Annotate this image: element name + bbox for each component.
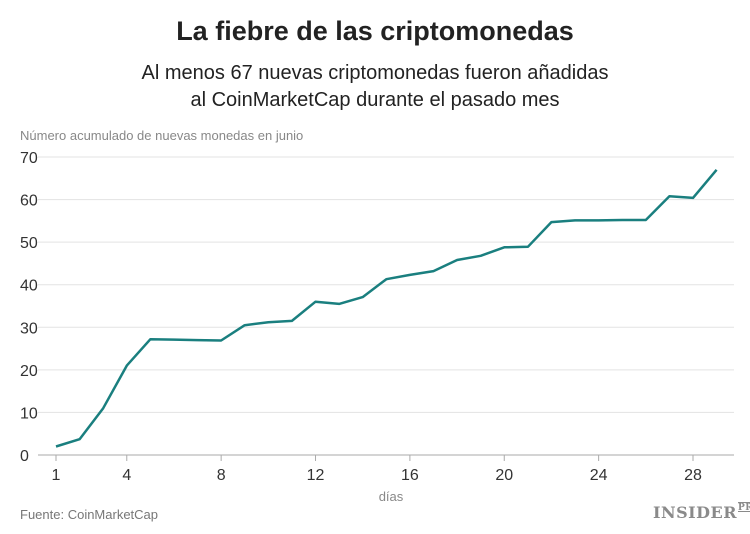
x-tick-label: 16: [401, 467, 419, 484]
x-tick-label: 1: [52, 467, 61, 484]
data-line: [55, 168, 718, 448]
chart-subtitle-line-1: Al menos 67 nuevas criptomonedas fueron …: [141, 62, 609, 84]
x-tick-label: 4: [122, 467, 131, 484]
x-tick-label: 20: [495, 467, 513, 484]
y-tick-label: 30: [20, 320, 38, 337]
x-tick-label: 24: [590, 467, 608, 484]
y-tick-label: 10: [20, 405, 38, 422]
y-tick-label: 60: [20, 193, 38, 210]
chart-title: La fiebre de las criptomonedas: [176, 16, 574, 46]
source-note: Fuente: CoinMarketCap: [20, 507, 159, 522]
y-tick-label: 50: [20, 235, 38, 252]
y-tick-label: 0: [20, 448, 29, 465]
y-tick-label: 40: [20, 278, 38, 295]
chart-subtitle-line-2: al CoinMarketCap durante el pasado mes: [190, 89, 560, 111]
y-tick-label: 20: [20, 363, 38, 380]
x-axis-label: días: [379, 489, 404, 504]
y-axis-label: Número acumulado de nuevas monedas en ju…: [20, 128, 304, 143]
x-tick-label: 12: [307, 467, 325, 484]
x-tick-label: 28: [684, 467, 702, 484]
x-tick-label: 8: [217, 467, 226, 484]
y-tick-label: 70: [20, 150, 38, 167]
insider-pro-logo: INSIDERPRO: [653, 503, 750, 522]
